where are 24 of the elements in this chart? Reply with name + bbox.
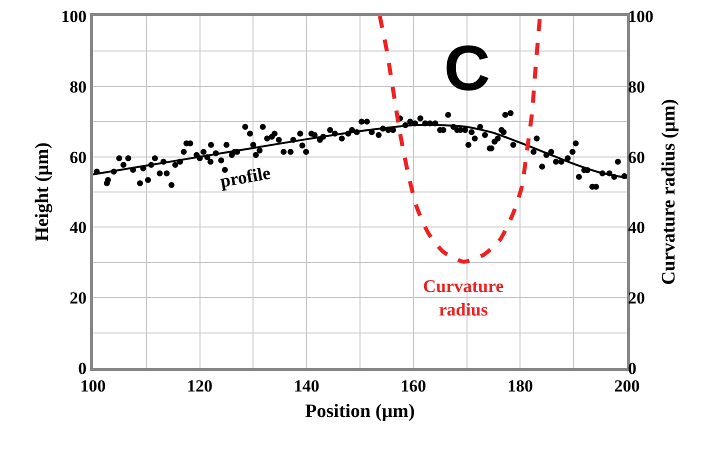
y2-tick-label: 60 [628, 148, 645, 167]
y-tick-label: 60 [70, 148, 87, 167]
y-tick-label: 80 [70, 77, 87, 96]
line-series [378, 16, 542, 264]
text: profile [218, 162, 272, 192]
y2-tick-label: 40 [628, 218, 645, 238]
y2-tick-label: 80 [628, 77, 645, 96]
y-axis-title: Height (µm) [32, 142, 53, 242]
y2-axis-title: Curvature radius (µm) [658, 99, 680, 285]
y2-tick-label: 100 [628, 6, 654, 26]
series-label: Curvature radius [423, 276, 504, 320]
y2-tick-label: 20 [628, 288, 645, 308]
annotation: C [444, 32, 490, 104]
x-tick-label: 200 [614, 376, 640, 396]
x-tick-label: 120 [187, 376, 213, 396]
y2-tick-label: 0 [628, 358, 636, 378]
x-tick-label: 180 [507, 376, 533, 396]
x-tick-label: 140 [294, 376, 320, 396]
x-tick-label: 160 [400, 376, 426, 396]
x-axis-title: Position (µm) [305, 401, 415, 422]
y-tick-label: 100 [61, 6, 87, 26]
y-tick-label: 20 [70, 288, 87, 308]
y-tick-label: 0 [78, 358, 87, 378]
y-tick-label: 40 [70, 218, 87, 238]
